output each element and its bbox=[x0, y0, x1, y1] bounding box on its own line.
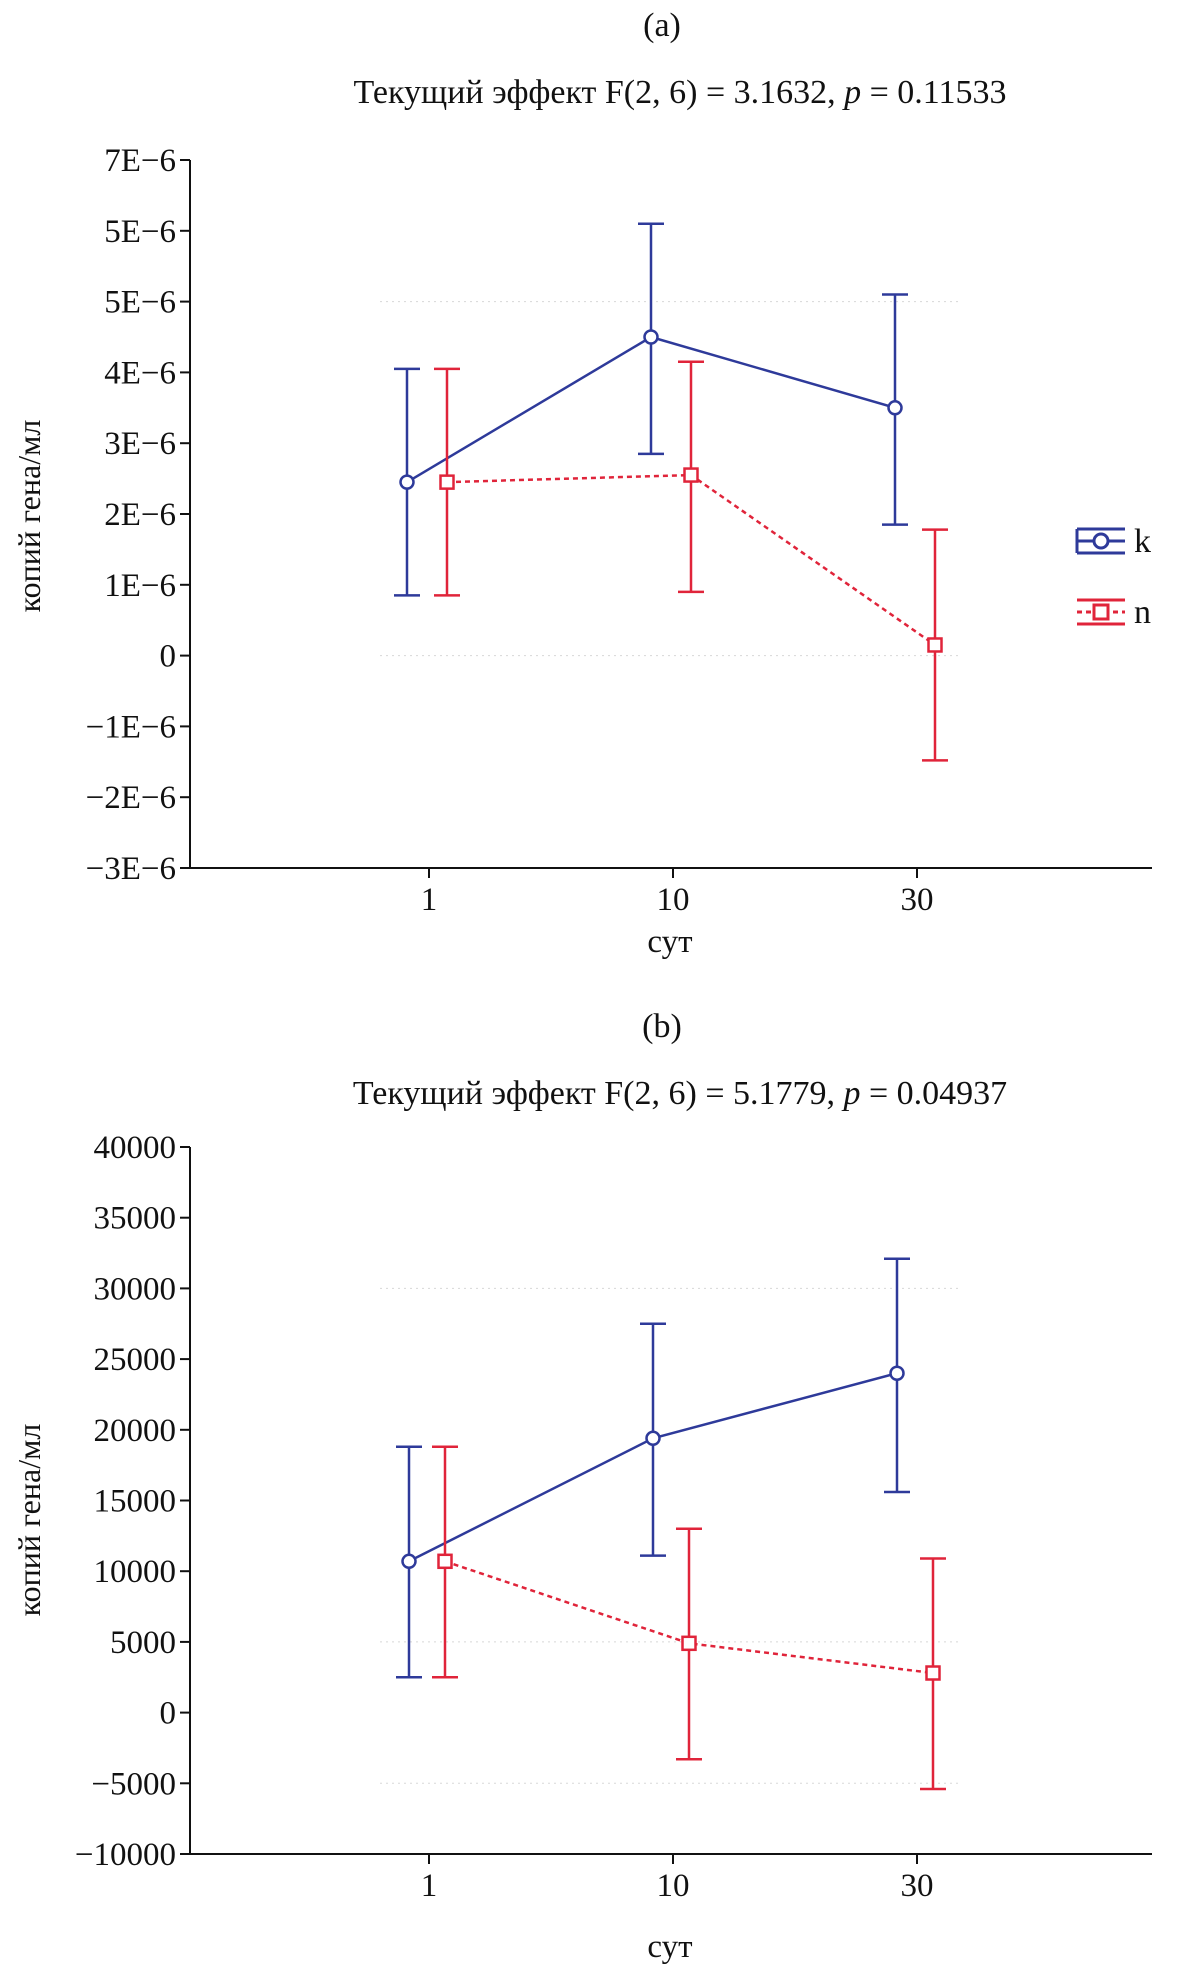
data-point-n bbox=[439, 474, 455, 490]
x-tick-label: 1 bbox=[421, 1868, 438, 1904]
x-tick-label: 30 bbox=[901, 882, 934, 918]
y-tick-label: 35000 bbox=[94, 1201, 177, 1237]
x-tick-label: 10 bbox=[657, 1868, 690, 1904]
panel-b-x-axis-label: сут bbox=[647, 1929, 692, 1965]
series-line-n bbox=[444, 1560, 934, 1675]
y-tick-label: 20000 bbox=[94, 1413, 177, 1449]
panel-a-marks bbox=[394, 222, 948, 762]
y-tick-label: 10000 bbox=[94, 1554, 177, 1590]
y-tick-label: −1E−6 bbox=[86, 709, 176, 745]
y-tick-label: 25000 bbox=[94, 1342, 177, 1378]
y-tick-label: 7E−6 bbox=[104, 143, 176, 179]
y-tick-label: 5E−6 bbox=[104, 285, 176, 321]
y-tick-label: 3E−6 bbox=[104, 426, 176, 462]
y-tick-label: 0 bbox=[160, 1696, 177, 1732]
y-tick-label: −5000 bbox=[91, 1766, 176, 1802]
legend: k n bbox=[1075, 523, 1151, 631]
y-tick-label: 2E−6 bbox=[104, 497, 176, 533]
panel-b-ticks: 40000 35000 30000 25000 20000 15000 10000 5000 0… bbox=[75, 1130, 960, 1904]
legend-label-n: n bbox=[1134, 594, 1151, 631]
data-point-n bbox=[437, 1553, 453, 1570]
x-tick-label: 30 bbox=[901, 1868, 934, 1904]
y-tick-label: 5E−6 bbox=[104, 214, 176, 250]
panel-a-y-axis-label: копий гена/мл bbox=[11, 420, 47, 613]
data-point-k bbox=[401, 1553, 417, 1570]
data-point-k bbox=[399, 474, 415, 490]
data-point-n bbox=[683, 467, 699, 483]
y-tick-label: 1E−6 bbox=[104, 568, 176, 604]
y-tick-label: −3E−6 bbox=[86, 851, 176, 887]
data-point-k bbox=[889, 1365, 905, 1381]
legend-marker-n bbox=[1092, 603, 1110, 621]
panel-b: (b) Текущий эффект F(2, 6) = 5.1779, p =… bbox=[11, 1008, 1152, 1965]
x-tick-label: 1 bbox=[421, 882, 438, 918]
data-point-k bbox=[887, 400, 903, 416]
data-point-n bbox=[925, 1665, 941, 1681]
y-tick-label: 5000 bbox=[110, 1625, 176, 1661]
legend-marker-k bbox=[1092, 532, 1110, 550]
y-tick-label: 40000 bbox=[94, 1130, 177, 1166]
y-tick-label: −2E−6 bbox=[86, 780, 176, 816]
panel-a-x-axis-label: сут bbox=[647, 924, 692, 960]
y-tick-label: 0 bbox=[160, 639, 177, 675]
data-point-k bbox=[645, 1430, 661, 1447]
panel-b-axes bbox=[189, 1147, 1152, 1855]
legend-item-k: k bbox=[1075, 523, 1151, 560]
panel-b-title: Текущий эффект F(2, 6) = 5.1779, p = 0.0… bbox=[353, 1075, 1007, 1112]
panel-b-letter: (b) bbox=[642, 1008, 682, 1045]
data-point-k bbox=[643, 329, 659, 345]
legend-label-k: k bbox=[1134, 523, 1151, 560]
panel-a-axes bbox=[189, 160, 1152, 869]
data-point-n bbox=[927, 637, 943, 653]
panel-a-ticks: 7E−6 5E−6 5E−6 4E−6 3E−6 2E−6 1E−6 0 −1E−6 −2E−6 −… bbox=[86, 143, 960, 918]
y-tick-label: −10000 bbox=[75, 1837, 176, 1873]
y-tick-label: 4E−6 bbox=[104, 355, 176, 391]
panel-a-letter: (a) bbox=[643, 7, 681, 44]
panel-a-title: Текущий эффект F(2, 6) = 3.1632, p = 0.1… bbox=[353, 74, 1006, 111]
panel-b-y-axis-label: копий гена/мл bbox=[11, 1424, 47, 1617]
y-tick-label: 15000 bbox=[94, 1484, 177, 1520]
x-tick-label: 10 bbox=[657, 882, 690, 918]
data-point-n bbox=[681, 1635, 697, 1652]
panel-b-marks bbox=[396, 1257, 946, 1791]
y-tick-label: 30000 bbox=[94, 1271, 177, 1307]
panel-a: (a) Текущий эффект F(2, 6) = 3.1632, p =… bbox=[11, 7, 1152, 960]
legend-item-n: n bbox=[1077, 594, 1151, 631]
